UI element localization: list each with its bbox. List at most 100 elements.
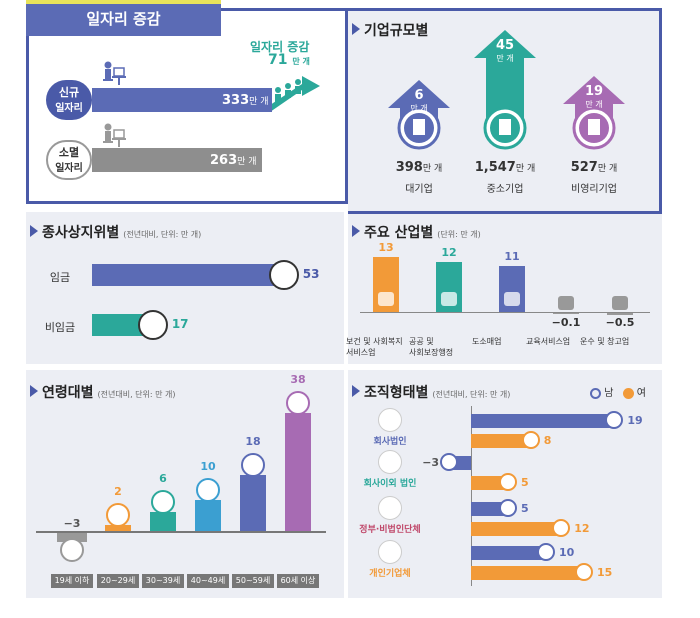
age-value-3: 10	[200, 460, 216, 473]
industry-label2-0: 서비스업	[346, 348, 376, 357]
age-bar-5	[285, 413, 311, 531]
org-title-text: 조직형태별	[364, 385, 429, 401]
org-value-0-3: 10	[559, 546, 575, 559]
org-person-icon-1-1	[499, 473, 517, 491]
jobs-change-title-tab	[26, 0, 221, 36]
org-category-1: 회사이외 법인	[363, 479, 417, 489]
status-value-0: 53	[302, 267, 320, 281]
lost-jobs-unit: 만 개	[237, 157, 257, 167]
industry-icon-2	[504, 292, 520, 306]
industry-icon-1	[441, 292, 457, 306]
org-category-icon-0	[378, 408, 402, 432]
lost-jobs-label2: 일자리	[55, 163, 83, 174]
org-value-0-1: −3	[422, 456, 440, 469]
industry-value-4: −0.5	[605, 316, 635, 329]
org-legend: 남 여	[590, 384, 646, 399]
status-bar-0	[92, 264, 285, 286]
age-category-0: 19세 이하	[51, 574, 93, 588]
age-category-5: 60세 이상	[277, 574, 319, 588]
age-person-icon-2	[151, 490, 175, 515]
company-total-number-0: 398	[395, 160, 423, 175]
new-jobs-unit: 만 개	[249, 97, 269, 107]
age-category-3: 40~49세	[187, 574, 229, 588]
org-person-icon-1-2	[552, 519, 571, 537]
worker-desk-icon	[103, 61, 126, 85]
org-category-2: 정부·비법인단체	[359, 525, 421, 535]
worker-desk-grey-icon	[103, 123, 126, 147]
age-person-icon-4	[241, 453, 265, 478]
legend-male-icon	[590, 387, 601, 399]
company-total-number-1: 1,547	[474, 160, 516, 175]
company-size-title: 기업규모별	[352, 20, 428, 40]
increase-value-wrap: 71 만 개	[268, 52, 310, 68]
company-name-0: 대기업	[405, 184, 433, 195]
company-change-unit-2: 만 개	[585, 100, 603, 109]
increase-value: 71	[268, 52, 288, 68]
lost-jobs-value: 263만 개	[210, 153, 257, 168]
age-value-4: 18	[245, 435, 261, 449]
new-jobs-label2: 일자리	[55, 103, 83, 114]
company-name-1: 중소기업	[486, 184, 524, 195]
increase-people-arrow-icon	[264, 76, 320, 112]
company-total-unit-1: 만 개	[515, 164, 536, 174]
industry-label1-1: 공공 및	[409, 337, 434, 346]
status-category-0: 임금	[49, 271, 71, 284]
industry-label1-4: 운수 및 창고업	[580, 337, 630, 346]
company-change-unit-1: 만 개	[496, 54, 514, 63]
company-change-0: 6	[414, 88, 424, 103]
age-category-2: 30~39세	[142, 574, 184, 588]
org-person-icon-0-0	[605, 411, 624, 429]
new-jobs-bar	[92, 88, 272, 112]
company-name-2: 비영리기업	[571, 184, 617, 195]
status-bar-icon-0	[268, 260, 299, 290]
industry-label1-0: 보건 및 사회복지	[346, 337, 403, 346]
status-title-text: 종사상지위별	[42, 225, 120, 241]
org-category-3: 개인기업체	[369, 569, 411, 579]
org-person-icon-0-1	[440, 453, 459, 471]
age-bar-0	[57, 533, 87, 543]
age-person-icon-5	[286, 391, 310, 416]
industry-title-text: 주요 산업별	[364, 225, 434, 241]
age-bar-2	[150, 512, 176, 531]
org-bar-남-3	[471, 546, 547, 560]
industry-subtitle: (단위: 만 개)	[437, 230, 481, 239]
age-title: 연령대별 (전년대비, 단위: 만 개)	[30, 382, 176, 402]
org-category-icon-2	[378, 496, 402, 520]
status-category-1: 비임금	[44, 321, 76, 334]
status-bar-icon-1	[137, 310, 168, 340]
org-value-1-0: 8	[543, 434, 552, 447]
age-subtitle: (전년대비, 단위: 만 개)	[97, 390, 176, 399]
industry-label1-3: 교육서비스업	[526, 337, 571, 346]
industry-bar-4	[607, 313, 633, 316]
org-value-0-0: 19	[627, 414, 643, 427]
org-subtitle: (전년대비, 단위: 만 개)	[432, 390, 511, 399]
org-value-1-2: 12	[574, 522, 590, 535]
org-category-icon-1	[378, 450, 402, 474]
age-value-2: 6	[159, 472, 167, 486]
new-jobs-value: 333만 개	[222, 93, 269, 108]
company-total-0: 398만 개	[374, 160, 464, 175]
age-bar-1	[105, 524, 131, 531]
company-arrow-0	[388, 80, 450, 150]
age-category-1: 20~29세	[97, 574, 139, 588]
company-total-2: 527만 개	[549, 160, 639, 175]
org-value-0-2: 5	[521, 502, 529, 515]
company-total-unit-2: 만 개	[597, 164, 618, 174]
new-jobs-label1: 신규	[58, 86, 80, 99]
age-value-1: 2	[114, 484, 122, 498]
industry-baseline	[360, 312, 650, 313]
company-change-2: 19	[584, 84, 604, 99]
org-person-icon-1-3	[575, 563, 593, 581]
increase-label: 일자리 증감	[250, 40, 310, 54]
new-jobs-number: 333	[222, 93, 250, 108]
age-value-5: 38	[290, 373, 306, 387]
org-axis	[471, 406, 472, 586]
org-person-icon-0-3	[537, 543, 555, 561]
age-category-4: 50~59세	[232, 574, 274, 588]
industry-title: 주요 산업별 (단위: 만 개)	[352, 222, 481, 242]
org-category-0: 회사법인	[373, 437, 407, 447]
new-jobs-badge	[46, 80, 92, 120]
legend-male-label: 남	[604, 388, 614, 399]
status-value-1: 17	[171, 317, 189, 331]
company-total-number-2: 527	[570, 160, 598, 175]
